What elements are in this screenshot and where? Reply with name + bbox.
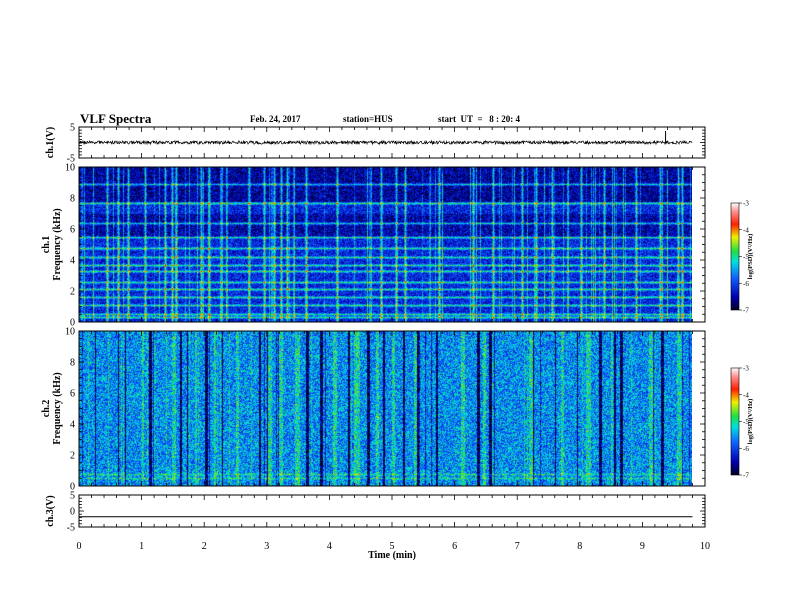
y-axis-title: Frequency (kHz) [52, 208, 63, 280]
y-tick-label: 0 [70, 318, 75, 329]
y-tick-label: 10 [65, 327, 75, 338]
colorbar-tick-label: -5 [743, 253, 749, 261]
x-tick-label: 6 [452, 541, 457, 552]
colorbar-tick-label: -7 [743, 472, 749, 480]
colorbar-title: log(PSD)(V²/Hz) [747, 399, 754, 445]
colorbar-1 [730, 202, 740, 311]
y-tick-label: 5 [70, 123, 75, 134]
y-tick-label: 5 [70, 491, 75, 502]
y-tick-label: 2 [70, 451, 75, 462]
colorbar-tick-label: -3 [743, 365, 749, 373]
colorbar-title: log(PSD)(V²/Hz) [747, 234, 754, 280]
y-axis-title: ch.2 [41, 400, 52, 418]
y-tick-label: -5 [67, 154, 75, 165]
x-tick-label: 3 [264, 541, 269, 552]
y-tick-label: -5 [67, 523, 75, 534]
y-tick-label: 2 [70, 287, 75, 298]
y-tick-label: 6 [70, 225, 75, 236]
spectrogram-image-ch1 [79, 167, 692, 322]
date-label: Feb. 24, 2017 [250, 114, 301, 124]
colorbar-tick-label: -4 [743, 391, 749, 399]
colorbar-tick-label: -5 [743, 418, 749, 426]
y-axis-title: ch.1(V) [45, 127, 56, 158]
y-axis-title: ch.1 [41, 236, 52, 254]
colorbar-tick-label: -4 [743, 226, 749, 234]
colorbar-tick-label: -6 [743, 280, 749, 288]
y-tick-label: 8 [70, 194, 75, 205]
x-tick-label: 5 [390, 541, 395, 552]
x-tick-label: 2 [202, 541, 207, 552]
x-tick-label: 1 [139, 541, 144, 552]
y-tick-label: 4 [70, 420, 75, 431]
colorbar-tick-label: -7 [743, 307, 749, 315]
y-axis-title: ch.3(V) [45, 495, 56, 526]
y-tick-label: 0 [70, 482, 75, 493]
y-tick-label: 10 [65, 163, 75, 174]
x-tick-label: 10 [700, 541, 710, 552]
y-tick-label: 8 [70, 358, 75, 369]
start-time-label: start UT = 8 : 20: 4 [438, 114, 520, 124]
x-axis-title: Time (min) [368, 550, 416, 561]
spectrogram-image-ch2 [79, 331, 692, 486]
x-tick-label: 0 [77, 541, 82, 552]
x-tick-label: 9 [640, 541, 645, 552]
y-tick-label: 4 [70, 256, 75, 267]
colorbar-tick-label: -3 [743, 200, 749, 208]
ch1-waveform-line [78, 139, 693, 146]
y-tick-label: 0 [70, 507, 75, 518]
colorbar-tick-label: -6 [743, 445, 749, 453]
colorbar-2 [730, 367, 740, 476]
station-label: station=HUS [343, 114, 393, 124]
x-tick-label: 8 [577, 541, 582, 552]
y-tick-label: 6 [70, 389, 75, 400]
x-tick-label: 4 [327, 541, 332, 552]
x-tick-label: 7 [515, 541, 520, 552]
y-axis-title: Frequency (kHz) [52, 372, 63, 444]
chart-title: VLF Spectra [80, 111, 152, 126]
